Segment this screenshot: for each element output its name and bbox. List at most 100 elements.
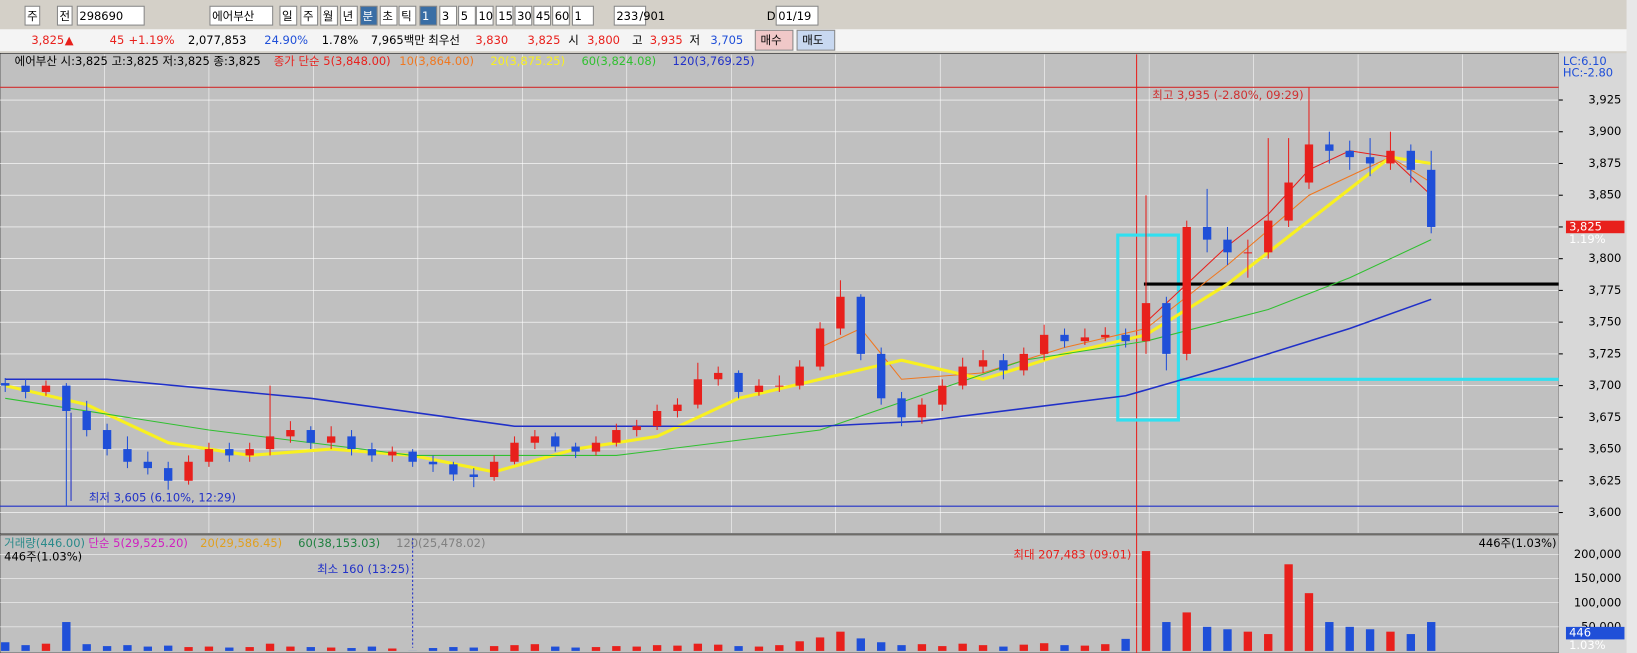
volume-bar (1386, 631, 1395, 651)
toolbar-label[interactable]: 60 (555, 9, 570, 23)
last-change: 1.19% (1569, 232, 1606, 246)
candle-body (1304, 144, 1314, 183)
price-axis-bg (1558, 53, 1627, 653)
toolbar-label[interactable]: 15 (498, 9, 513, 23)
volume-bar (856, 638, 865, 651)
toolbar-label[interactable]: 월 (323, 9, 334, 23)
toolbar-label[interactable]: 주 (303, 9, 314, 23)
toolbar-button[interactable] (775, 5, 819, 26)
candle-body (1, 383, 10, 386)
quote-text: 고 (632, 33, 643, 47)
volume-bar (652, 645, 662, 651)
toolbar-button[interactable] (320, 5, 338, 26)
toolbar-button[interactable] (439, 5, 458, 26)
quote-text[interactable]: 매도 (802, 33, 823, 47)
y-tick-label: 3,750 (1588, 315, 1621, 329)
toolbar-button[interactable] (279, 5, 298, 26)
candle-body (367, 449, 377, 456)
toolbar-button[interactable] (300, 5, 319, 26)
candle-body (245, 449, 254, 456)
candle-body (836, 296, 845, 329)
toolbar-label[interactable]: 30 (517, 9, 532, 23)
toolbar-button[interactable] (379, 5, 398, 26)
toolbar-label[interactable]: 일 (282, 9, 293, 23)
toolbar-label[interactable]: 5 (461, 9, 468, 23)
toolbar-button[interactable] (571, 5, 594, 26)
candle-body (164, 468, 173, 481)
toolbar-label[interactable]: 주 (27, 9, 38, 23)
toolbar-label[interactable]: 년 (343, 9, 354, 23)
volume-bar (734, 646, 743, 651)
candle-body (1101, 334, 1110, 338)
volume-legend: 120(25,478.02) (396, 536, 485, 550)
y-tick-label: 3,775 (1588, 283, 1621, 297)
toolbar-button[interactable] (533, 5, 552, 26)
toolbar-label[interactable]: 10 (478, 9, 493, 23)
toolbar-label[interactable]: 45 (536, 9, 551, 23)
volume-last-box (1565, 626, 1625, 640)
toolbar-button[interactable] (495, 5, 514, 26)
order-button[interactable] (796, 29, 836, 51)
toolbar-label[interactable]: 초 (382, 9, 393, 23)
volume-bar (82, 644, 91, 651)
y-tick-label: 3,600 (1588, 505, 1621, 519)
toolbar-label[interactable]: /901 (639, 9, 665, 23)
toolbar-button[interactable] (458, 5, 476, 26)
toolbar-button[interactable] (340, 5, 358, 26)
volume-bar (693, 643, 703, 651)
candle-body (673, 404, 682, 411)
quote-text: 최우선 (428, 33, 460, 47)
toolbar-label[interactable]: 분 (363, 9, 374, 23)
candle-body (897, 398, 906, 418)
volume-tick-label: 100,000 (1574, 595, 1621, 609)
toolbar-button[interactable] (398, 5, 417, 26)
toolbar-label[interactable]: 01/19 (778, 9, 811, 23)
toolbar-label[interactable]: 틱 (401, 9, 412, 23)
y-tick-label: 3,850 (1588, 188, 1621, 202)
toolbar-label[interactable]: 1 (575, 9, 582, 23)
quote-text: 45 (110, 33, 125, 47)
candle-body (62, 385, 71, 411)
toolbar-label[interactable]: 에어부산 (212, 9, 255, 23)
toolbar-button[interactable] (24, 5, 41, 26)
volume-bar (877, 642, 886, 651)
toolbar-button[interactable] (56, 5, 73, 26)
toolbar-label[interactable]: 전 (60, 9, 71, 23)
toolbar-button[interactable] (419, 5, 438, 26)
candle-body (1284, 182, 1293, 221)
candle-body (530, 436, 540, 443)
quote-text: ▲ (65, 33, 74, 47)
toolbar-label[interactable]: 3 (442, 9, 449, 23)
toolbar-button[interactable] (209, 5, 274, 26)
toolbar-button[interactable] (475, 5, 494, 26)
toolbar-label[interactable]: 233 (616, 9, 638, 23)
order-button[interactable] (754, 29, 794, 51)
volume-bar (530, 644, 540, 651)
toolbar-label[interactable]: 1 (422, 9, 429, 23)
toolbar-button[interactable] (76, 5, 145, 26)
quote-text[interactable]: 매수 (761, 33, 782, 47)
quote-text: 3,825 (528, 33, 561, 47)
volume-bar (612, 646, 621, 651)
quote-text: +1.19% (128, 33, 174, 47)
toolbar-button[interactable] (359, 5, 378, 26)
candle-body (1325, 144, 1334, 151)
toolbar-button[interactable] (613, 5, 647, 26)
candle-body (693, 379, 703, 405)
volume-last-change: 1.03% (1569, 638, 1606, 652)
toolbar-button[interactable] (552, 5, 570, 26)
volume-bar (1304, 593, 1314, 651)
candle-body (469, 474, 478, 477)
volume-min-label: 최소 160 (13:25) (317, 562, 409, 576)
volume-bar (836, 631, 845, 651)
toolbar-label[interactable]: D (767, 9, 776, 23)
toolbar-label[interactable]: 298690 (79, 9, 123, 23)
candle-body (143, 461, 152, 469)
volume-bar (1243, 631, 1253, 651)
candle-body (856, 296, 865, 354)
volume-bar (510, 645, 519, 651)
candle-body (204, 449, 214, 462)
candle-body (1345, 150, 1354, 158)
legend-item: 종가 단순 5(3,848.00) (274, 54, 391, 68)
toolbar-button[interactable] (514, 5, 533, 26)
